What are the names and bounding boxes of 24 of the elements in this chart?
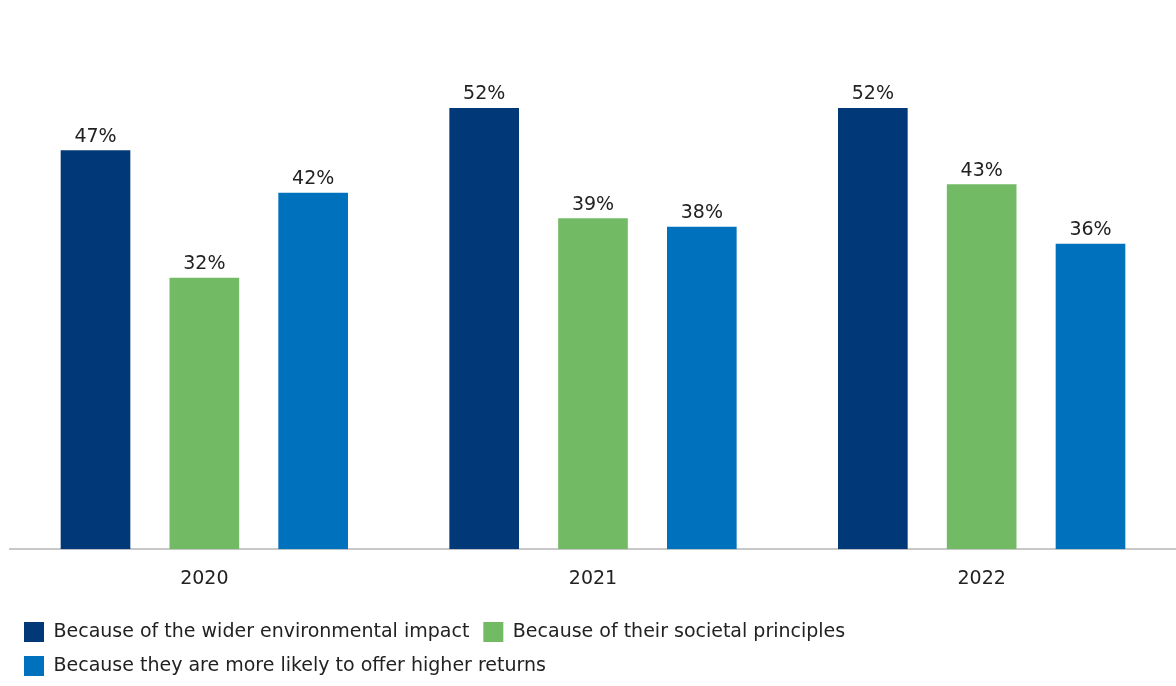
data-label: 32%	[183, 251, 226, 274]
data-label: 36%	[1069, 217, 1112, 240]
data-label: 39%	[571, 191, 615, 214]
legend-label: Because of their societal principles	[512, 618, 846, 641]
x-tick-label: 2022	[957, 565, 1006, 588]
data-label: 52%	[463, 81, 506, 104]
data-label: 43%	[960, 157, 1003, 180]
bar	[60, 150, 131, 550]
x-tick-label: 2020	[180, 565, 229, 588]
bar	[838, 107, 908, 550]
data-label: 42%	[292, 166, 335, 189]
legend-label: Because of the wider environmental impact	[53, 618, 470, 641]
x-tick-label: 2021	[568, 565, 618, 588]
data-label: 47%	[74, 123, 117, 146]
data-label: 38%	[680, 200, 723, 223]
data-label: 52%	[851, 81, 894, 104]
bar	[278, 192, 348, 550]
bar	[558, 218, 628, 550]
bar	[449, 107, 519, 550]
bar	[1055, 243, 1126, 550]
legend-label: Because they are more likely to offer higher returns	[53, 652, 546, 675]
bar	[169, 277, 240, 550]
bar	[946, 184, 1017, 550]
bar	[667, 226, 737, 550]
